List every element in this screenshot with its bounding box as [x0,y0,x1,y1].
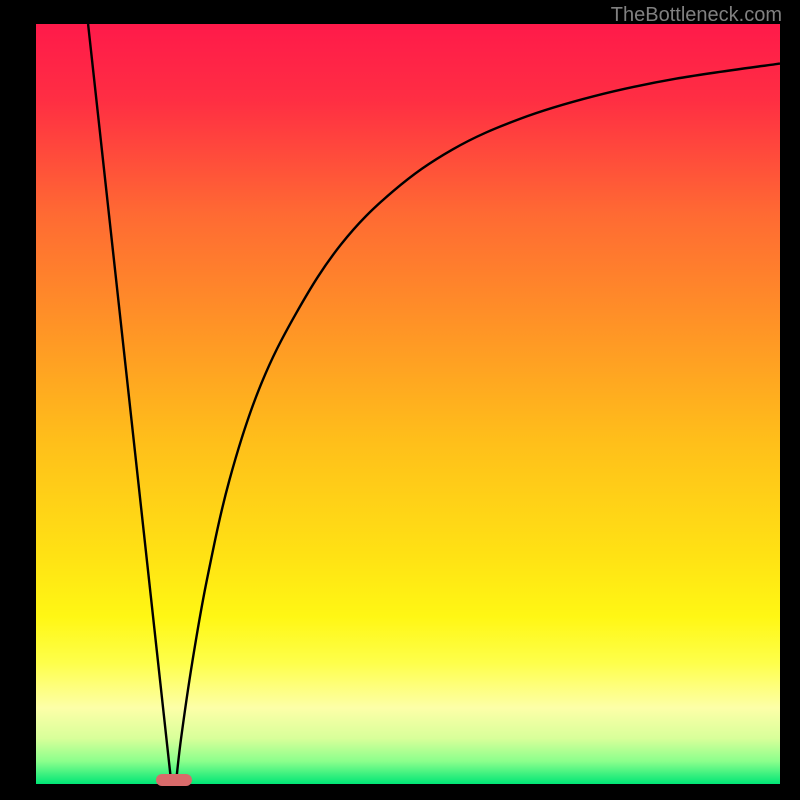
plot-area [36,24,780,784]
watermark-text: TheBottleneck.com [611,4,782,27]
optimal-marker [156,774,192,786]
curve-left-segment [88,24,171,784]
bottleneck-curve [36,24,780,784]
curve-right-segment [176,64,780,784]
